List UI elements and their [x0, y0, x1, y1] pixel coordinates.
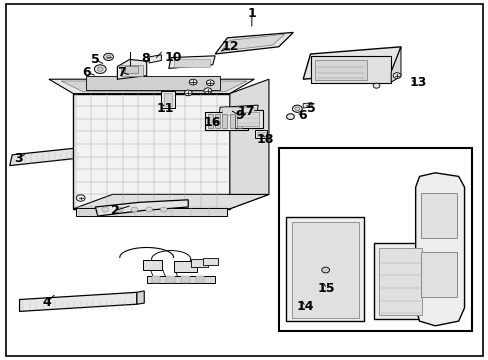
Circle shape: [103, 53, 113, 60]
Circle shape: [116, 207, 123, 212]
Polygon shape: [415, 173, 464, 326]
Text: 7: 7: [117, 66, 125, 78]
Circle shape: [76, 195, 85, 201]
Polygon shape: [229, 79, 268, 209]
Polygon shape: [390, 47, 400, 82]
Text: 13: 13: [408, 76, 426, 89]
Text: 9: 9: [235, 109, 244, 122]
Bar: [222, 114, 227, 128]
Text: 8: 8: [141, 52, 150, 65]
Polygon shape: [149, 55, 161, 63]
Text: 16: 16: [203, 116, 221, 129]
Bar: [215, 114, 220, 128]
Bar: [163, 93, 171, 106]
Polygon shape: [10, 148, 81, 166]
Text: 4: 4: [42, 296, 51, 309]
Polygon shape: [61, 81, 246, 92]
Bar: [190, 259, 207, 267]
Text: 11: 11: [156, 102, 174, 114]
Polygon shape: [117, 59, 146, 79]
Polygon shape: [20, 292, 137, 311]
Text: 17: 17: [237, 105, 254, 118]
Bar: [207, 114, 212, 128]
Bar: [315, 60, 366, 80]
Bar: [73, 94, 229, 209]
Bar: [146, 276, 215, 283]
Bar: [195, 276, 204, 283]
Bar: [237, 112, 259, 126]
Circle shape: [203, 88, 211, 94]
Text: 15: 15: [317, 282, 335, 295]
Bar: [379, 248, 422, 315]
Bar: [124, 66, 138, 73]
Polygon shape: [168, 56, 215, 68]
Bar: [256, 132, 265, 136]
Circle shape: [184, 90, 192, 96]
Bar: [142, 260, 162, 270]
Circle shape: [286, 114, 294, 120]
Bar: [151, 276, 160, 283]
Bar: [373, 243, 427, 319]
Text: 10: 10: [164, 51, 182, 64]
Circle shape: [131, 207, 138, 212]
Bar: [229, 114, 234, 128]
Text: 6: 6: [297, 109, 306, 122]
Bar: [173, 59, 210, 67]
Circle shape: [102, 207, 108, 212]
Bar: [173, 261, 197, 272]
Text: 14: 14: [296, 300, 314, 313]
Circle shape: [160, 207, 167, 212]
Bar: [420, 193, 456, 238]
Bar: [310, 56, 390, 83]
Bar: [203, 258, 217, 265]
Bar: [255, 130, 267, 138]
Text: 5: 5: [306, 102, 315, 114]
Circle shape: [321, 267, 329, 273]
Bar: [222, 107, 254, 115]
Bar: [205, 112, 248, 130]
Bar: [234, 110, 263, 128]
Bar: [237, 114, 242, 128]
Bar: [181, 276, 189, 283]
Polygon shape: [215, 32, 293, 54]
Circle shape: [94, 65, 106, 73]
Circle shape: [292, 105, 302, 112]
Circle shape: [206, 80, 214, 86]
Circle shape: [97, 67, 103, 71]
Circle shape: [189, 79, 197, 85]
Circle shape: [372, 83, 379, 88]
Polygon shape: [95, 200, 188, 216]
Polygon shape: [221, 34, 284, 51]
Bar: [76, 208, 227, 216]
Circle shape: [106, 55, 111, 59]
Polygon shape: [49, 79, 254, 94]
Bar: [166, 276, 175, 283]
Bar: [291, 222, 359, 318]
Polygon shape: [73, 194, 268, 209]
Bar: [161, 91, 175, 108]
Text: 18: 18: [256, 133, 274, 146]
Polygon shape: [303, 103, 311, 108]
Bar: [278, 148, 471, 331]
Text: 5: 5: [91, 53, 100, 66]
Text: 1: 1: [247, 7, 256, 20]
Text: 3: 3: [14, 152, 23, 165]
Bar: [285, 217, 364, 321]
Bar: [420, 252, 456, 297]
Text: 12: 12: [221, 40, 238, 53]
Circle shape: [392, 73, 400, 78]
Polygon shape: [303, 47, 400, 79]
Polygon shape: [137, 291, 144, 304]
Text: 6: 6: [82, 66, 91, 78]
Bar: [85, 76, 220, 90]
Circle shape: [145, 207, 152, 212]
Circle shape: [294, 107, 299, 111]
Bar: [121, 65, 143, 76]
Polygon shape: [219, 105, 258, 117]
Text: 2: 2: [110, 204, 119, 217]
